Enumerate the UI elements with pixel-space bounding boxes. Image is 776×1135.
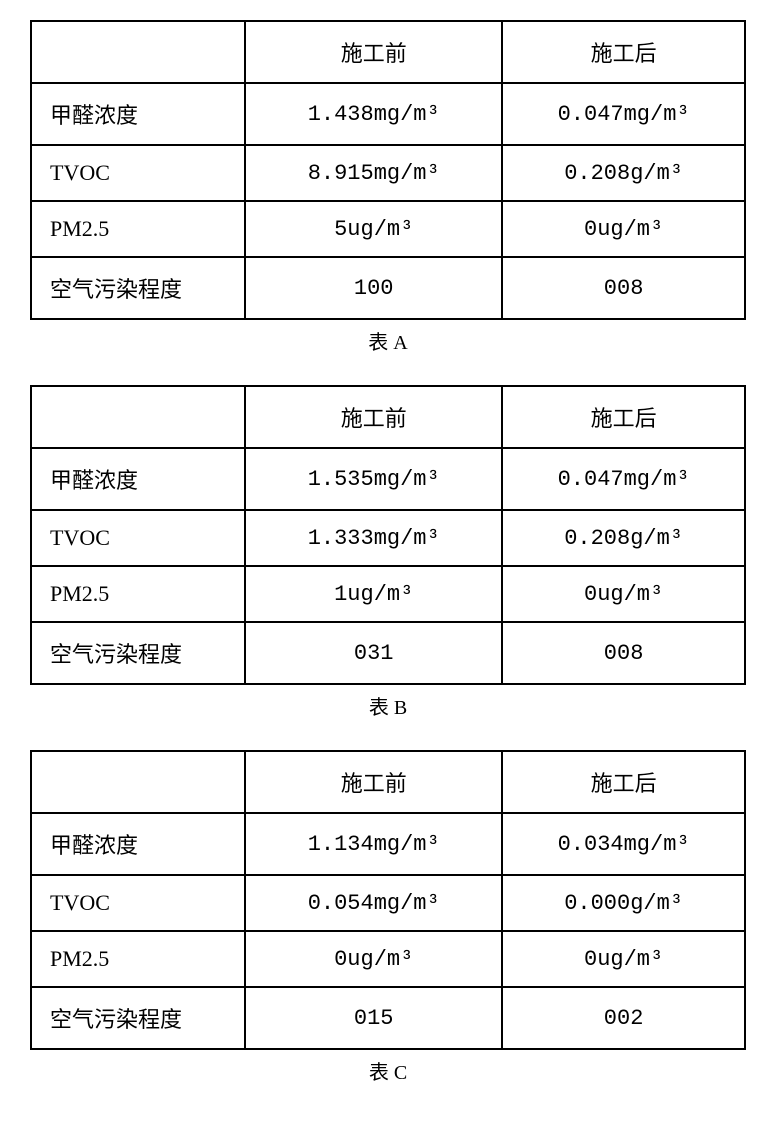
- cell-pollution-after: 002: [502, 987, 745, 1049]
- data-table-a: 施工前 施工后 甲醛浓度 1.438mg/m³ 0.047mg/m³ TVOC …: [30, 20, 746, 320]
- table-row: 甲醛浓度 1.535mg/m³ 0.047mg/m³: [31, 448, 745, 510]
- table-header-row: 施工前 施工后: [31, 751, 745, 813]
- table-row: TVOC 0.054mg/m³ 0.000g/m³: [31, 875, 745, 931]
- row-label-tvoc: TVOC: [31, 145, 245, 201]
- row-label-formaldehyde: 甲醛浓度: [31, 448, 245, 510]
- data-table-b: 施工前 施工后 甲醛浓度 1.535mg/m³ 0.047mg/m³ TVOC …: [30, 385, 746, 685]
- row-label-pollution: 空气污染程度: [31, 257, 245, 319]
- row-label-tvoc: TVOC: [31, 510, 245, 566]
- cell-formaldehyde-after: 0.047mg/m³: [502, 83, 745, 145]
- row-label-pm25: PM2.5: [31, 931, 245, 987]
- row-label-tvoc: TVOC: [31, 875, 245, 931]
- table-caption-b: 表 B: [30, 691, 746, 720]
- table-row: 空气污染程度 031 008: [31, 622, 745, 684]
- table-caption-c: 表 C: [30, 1056, 746, 1085]
- table-row: 空气污染程度 100 008: [31, 257, 745, 319]
- cell-tvoc-after: 0.208g/m³: [502, 145, 745, 201]
- cell-pm25-after: 0ug/m³: [502, 566, 745, 622]
- cell-tvoc-after: 0.208g/m³: [502, 510, 745, 566]
- cell-pollution-before: 031: [245, 622, 502, 684]
- table-row: 甲醛浓度 1.438mg/m³ 0.047mg/m³: [31, 83, 745, 145]
- cell-pm25-after: 0ug/m³: [502, 931, 745, 987]
- header-empty: [31, 21, 245, 83]
- cell-pm25-before: 0ug/m³: [245, 931, 502, 987]
- row-label-pollution: 空气污染程度: [31, 622, 245, 684]
- row-label-formaldehyde: 甲醛浓度: [31, 813, 245, 875]
- header-before: 施工前: [245, 751, 502, 813]
- table-row: PM2.5 5ug/m³ 0ug/m³: [31, 201, 745, 257]
- cell-tvoc-before: 8.915mg/m³: [245, 145, 502, 201]
- table-row: TVOC 8.915mg/m³ 0.208g/m³: [31, 145, 745, 201]
- header-empty: [31, 386, 245, 448]
- cell-pm25-before: 5ug/m³: [245, 201, 502, 257]
- cell-tvoc-before: 1.333mg/m³: [245, 510, 502, 566]
- row-label-pollution: 空气污染程度: [31, 987, 245, 1049]
- table-block-b: 施工前 施工后 甲醛浓度 1.535mg/m³ 0.047mg/m³ TVOC …: [30, 385, 746, 720]
- cell-pm25-before: 1ug/m³: [245, 566, 502, 622]
- cell-pm25-after: 0ug/m³: [502, 201, 745, 257]
- cell-formaldehyde-before: 1.535mg/m³: [245, 448, 502, 510]
- row-label-formaldehyde: 甲醛浓度: [31, 83, 245, 145]
- cell-pollution-after: 008: [502, 622, 745, 684]
- table-row: 甲醛浓度 1.134mg/m³ 0.034mg/m³: [31, 813, 745, 875]
- header-empty: [31, 751, 245, 813]
- data-table-c: 施工前 施工后 甲醛浓度 1.134mg/m³ 0.034mg/m³ TVOC …: [30, 750, 746, 1050]
- table-block-a: 施工前 施工后 甲醛浓度 1.438mg/m³ 0.047mg/m³ TVOC …: [30, 20, 746, 355]
- cell-formaldehyde-after: 0.047mg/m³: [502, 448, 745, 510]
- table-row: 空气污染程度 015 002: [31, 987, 745, 1049]
- table-header-row: 施工前 施工后: [31, 21, 745, 83]
- table-caption-a: 表 A: [30, 326, 746, 355]
- cell-formaldehyde-before: 1.134mg/m³: [245, 813, 502, 875]
- cell-pollution-after: 008: [502, 257, 745, 319]
- cell-formaldehyde-after: 0.034mg/m³: [502, 813, 745, 875]
- cell-tvoc-before: 0.054mg/m³: [245, 875, 502, 931]
- header-before: 施工前: [245, 21, 502, 83]
- header-after: 施工后: [502, 386, 745, 448]
- table-header-row: 施工前 施工后: [31, 386, 745, 448]
- cell-pollution-before: 015: [245, 987, 502, 1049]
- header-before: 施工前: [245, 386, 502, 448]
- header-after: 施工后: [502, 751, 745, 813]
- table-block-c: 施工前 施工后 甲醛浓度 1.134mg/m³ 0.034mg/m³ TVOC …: [30, 750, 746, 1085]
- table-row: PM2.5 1ug/m³ 0ug/m³: [31, 566, 745, 622]
- row-label-pm25: PM2.5: [31, 566, 245, 622]
- cell-pollution-before: 100: [245, 257, 502, 319]
- cell-formaldehyde-before: 1.438mg/m³: [245, 83, 502, 145]
- table-row: PM2.5 0ug/m³ 0ug/m³: [31, 931, 745, 987]
- header-after: 施工后: [502, 21, 745, 83]
- row-label-pm25: PM2.5: [31, 201, 245, 257]
- cell-tvoc-after: 0.000g/m³: [502, 875, 745, 931]
- table-row: TVOC 1.333mg/m³ 0.208g/m³: [31, 510, 745, 566]
